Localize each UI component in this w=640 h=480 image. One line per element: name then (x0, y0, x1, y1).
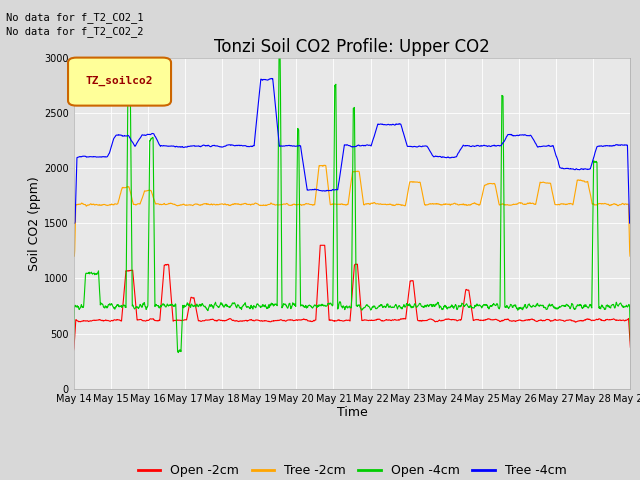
Tree -4cm (328, 187, 335, 193)
Open -4cm (70, 338, 77, 344)
Title: Tonzi Soil CO2 Profile: Upper CO2: Tonzi Soil CO2 Profile: Upper CO2 (214, 38, 490, 56)
Open -4cm (275, 55, 283, 60)
Tree -4cm (627, 220, 634, 226)
Line: Tree -2cm: Tree -2cm (74, 165, 630, 256)
Tree -4cm (70, 220, 77, 226)
Tree -2cm (328, 201, 335, 207)
Tree -4cm (268, 76, 275, 82)
Y-axis label: Soil CO2 (ppm): Soil CO2 (ppm) (28, 176, 41, 271)
Open -4cm (136, 304, 143, 310)
Tree -2cm (113, 202, 120, 207)
Tree -2cm (321, 162, 328, 168)
Tree -2cm (317, 163, 325, 168)
Tree -2cm (136, 201, 143, 207)
Tree -2cm (387, 201, 395, 207)
Open -4cm (328, 302, 336, 308)
Text: No data for f_T2_CO2_2: No data for f_T2_CO2_2 (6, 26, 144, 37)
Open -4cm (627, 338, 634, 344)
Open -2cm (306, 318, 314, 324)
Line: Open -4cm: Open -4cm (74, 58, 630, 353)
Tree -4cm (387, 121, 395, 127)
Text: TZ_soilco2: TZ_soilco2 (86, 76, 153, 86)
Open -2cm (113, 317, 120, 323)
Open -2cm (70, 348, 77, 353)
Tree -2cm (627, 253, 634, 259)
Legend: Open -2cm, Tree -2cm, Open -4cm, Tree -4cm: Open -2cm, Tree -2cm, Open -4cm, Tree -4… (132, 459, 572, 480)
Text: No data for f_T2_CO2_1: No data for f_T2_CO2_1 (6, 12, 144, 23)
Open -2cm (328, 317, 335, 323)
Open -2cm (387, 318, 395, 324)
Open -2cm (316, 242, 324, 248)
Open -4cm (307, 303, 314, 309)
Tree -4cm (136, 136, 143, 142)
Tree -2cm (70, 253, 77, 259)
Open -2cm (136, 317, 143, 323)
Tree -4cm (318, 188, 326, 194)
X-axis label: Time: Time (337, 407, 367, 420)
Open -4cm (318, 301, 326, 307)
Line: Open -2cm: Open -2cm (74, 245, 630, 350)
Open -4cm (175, 350, 182, 356)
Open -4cm (387, 305, 395, 311)
Tree -4cm (307, 187, 314, 192)
FancyBboxPatch shape (68, 58, 171, 106)
Tree -4cm (113, 132, 120, 138)
Open -4cm (113, 302, 120, 308)
Open -2cm (627, 345, 634, 350)
Tree -2cm (306, 202, 314, 207)
Line: Tree -4cm: Tree -4cm (74, 79, 630, 223)
Open -2cm (318, 242, 326, 248)
